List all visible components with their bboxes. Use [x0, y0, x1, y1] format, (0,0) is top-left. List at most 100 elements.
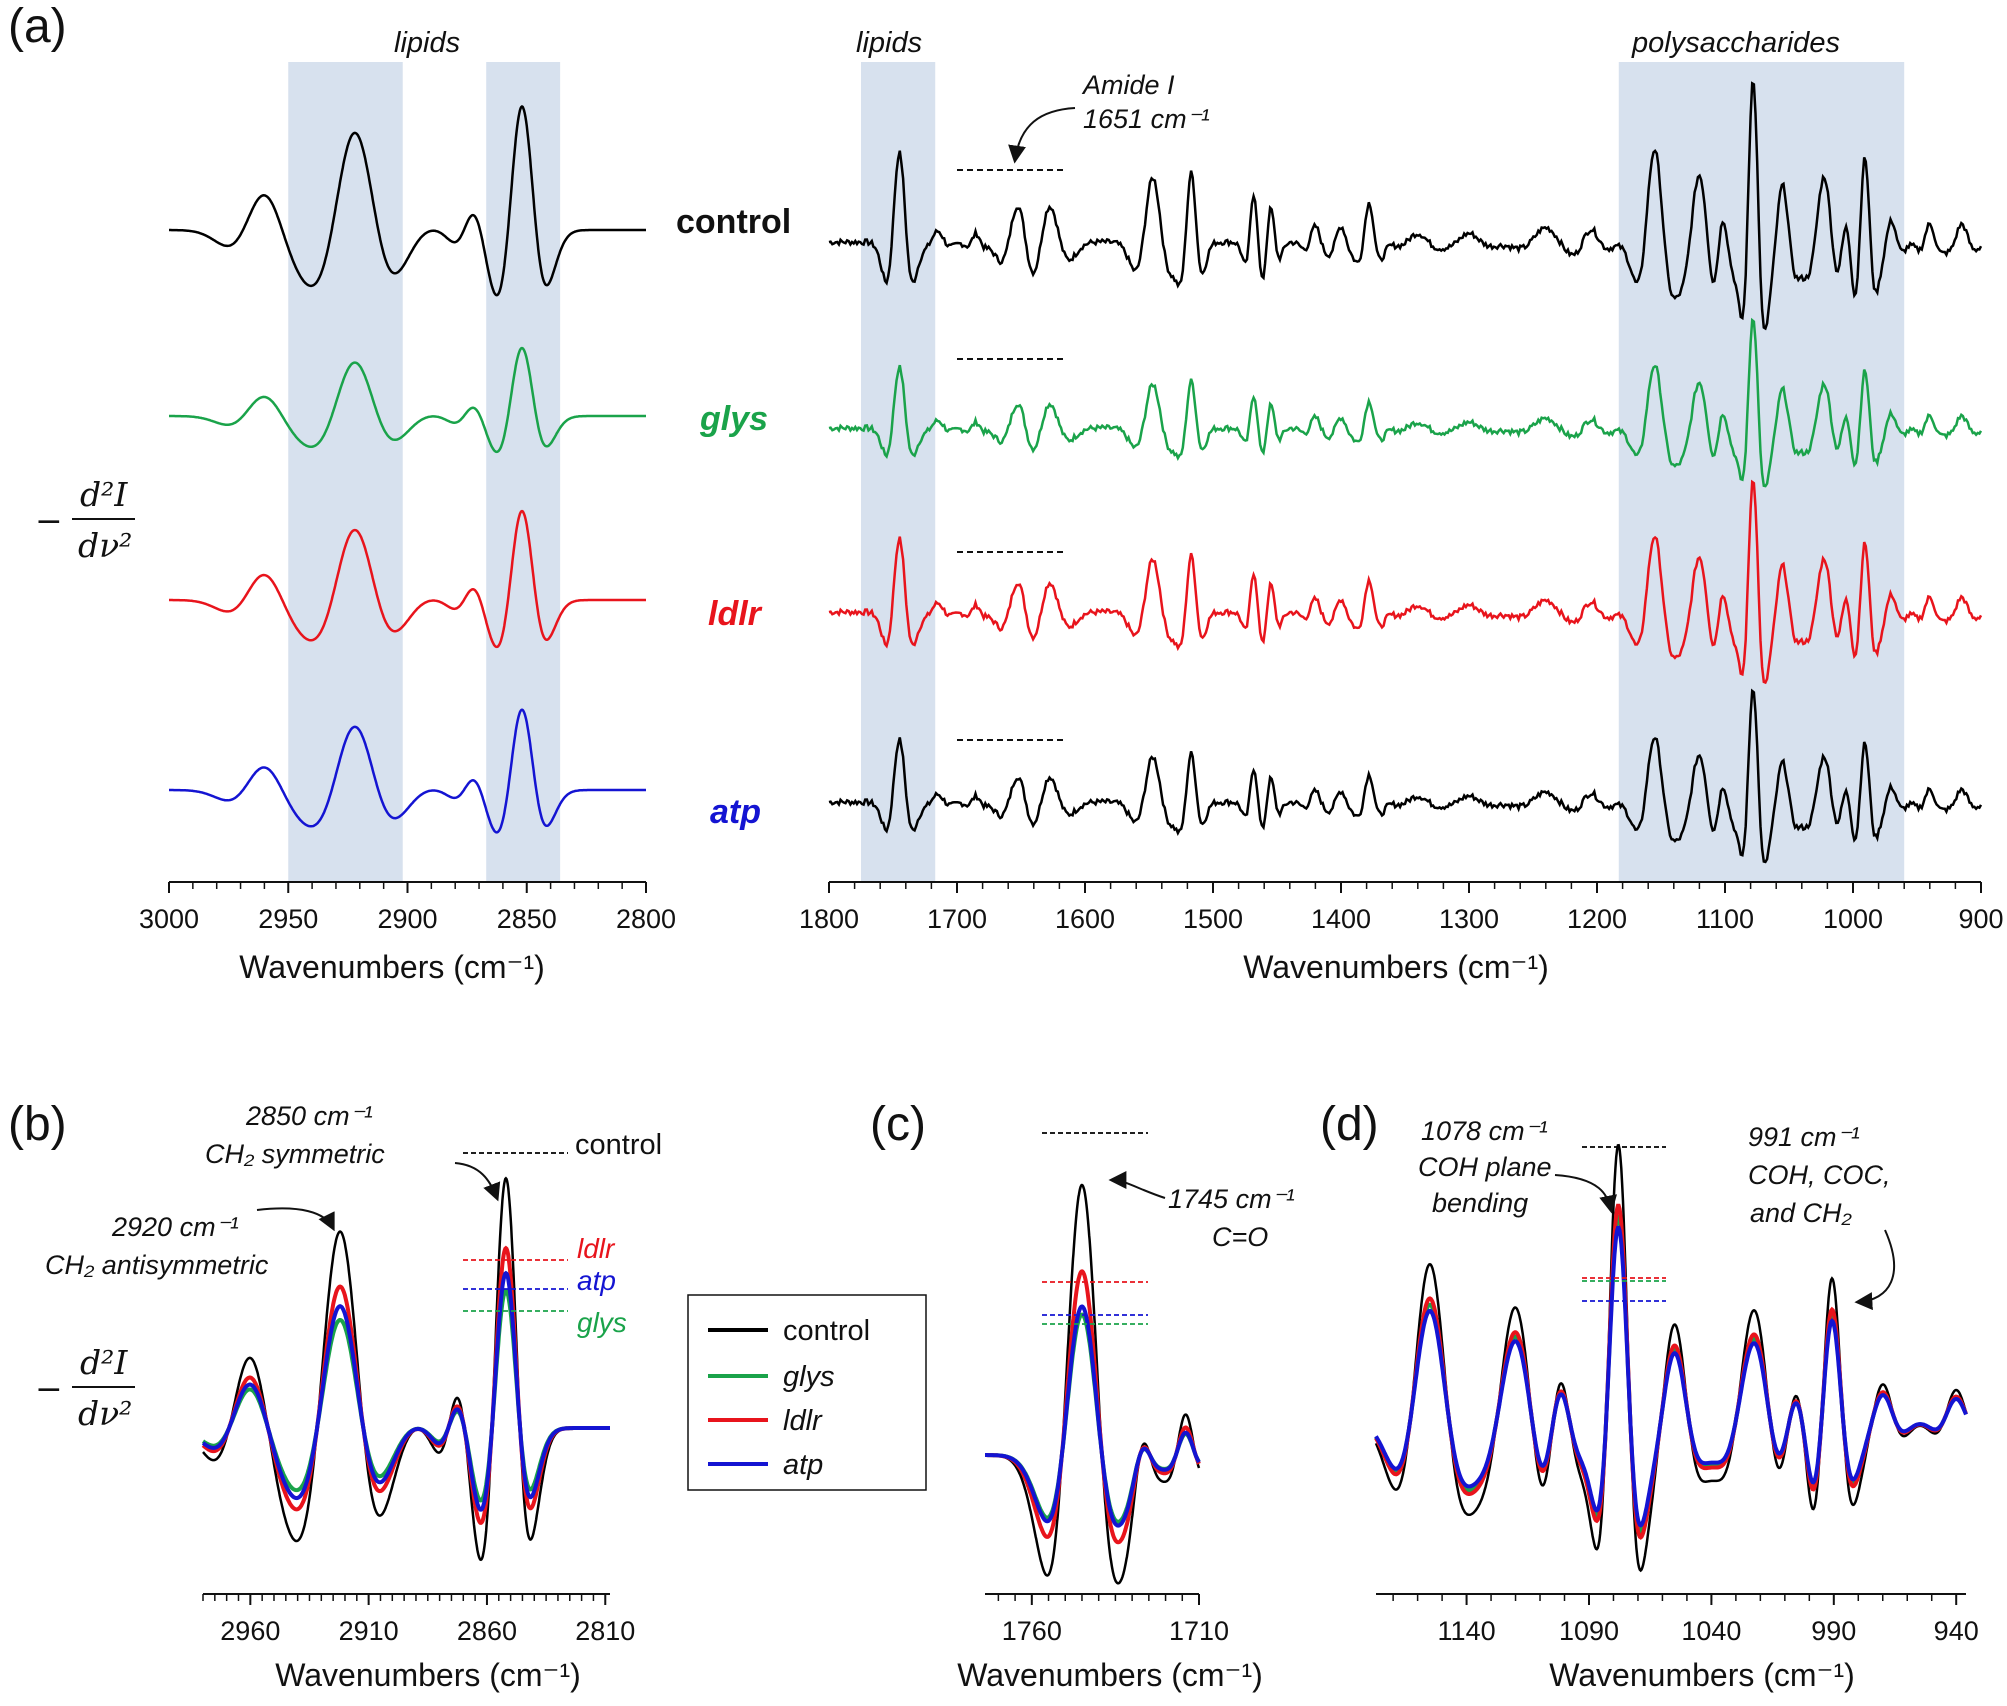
a-left-line-ldlr: [169, 509, 646, 649]
c-spectra: [985, 1183, 1201, 1585]
a-right-line-control: [828, 81, 1983, 331]
b-ann-2850-line1: 2850 cm⁻¹: [245, 1101, 373, 1131]
a-left-x-axis: 3000 2950 2900 2850 2800: [139, 881, 676, 934]
x-tick-label: 900: [1958, 904, 2003, 934]
b-level-label-atp: atp: [577, 1265, 616, 1296]
b-ann-2920-line2: CH₂ antisymmetric: [45, 1250, 269, 1280]
c-x-axis-label: Wavenumbers (cm⁻¹): [957, 1657, 1263, 1693]
d-ann-991-line2: COH, COC,: [1748, 1160, 1891, 1190]
a-right-spectra: [828, 81, 1983, 864]
b-x-axis: 2960 2910 2860 2810: [202, 1593, 635, 1646]
a-left-line-atp: [169, 708, 646, 834]
legend: control glys ldlr atp: [687, 1294, 927, 1491]
x-tick-label: 1040: [1681, 1616, 1741, 1646]
a-left-line-control: [169, 105, 646, 297]
x-tick-label: 1800: [799, 904, 859, 934]
a-right-x-axis: 1800 1700 1600 1500 1400 1300 1200 1100 1000 900: [799, 881, 2004, 934]
d-peak-level-lines: [1582, 1146, 1666, 1302]
d-arrow-1078: [1554, 1174, 1617, 1214]
d-x-axis: 1140 1090 1040 990 940: [1376, 1593, 1979, 1646]
x-tick-label: 1600: [1055, 904, 1115, 934]
b-level-label-glys: glys: [577, 1307, 627, 1338]
c-arrow-1745: [1108, 1171, 1166, 1199]
amide-label-line2: 1651 cm⁻¹: [1083, 104, 1210, 134]
legend-item-ldlr: ldlr: [708, 1405, 823, 1437]
x-tick-label: 3000: [139, 904, 199, 934]
svg-text:−: −: [35, 1369, 63, 1408]
x-tick-label: 2810: [575, 1616, 635, 1646]
legend-item-atp: atp: [708, 1449, 823, 1481]
c-line-atp: [985, 1304, 1201, 1528]
x-tick-label: 2850: [497, 904, 557, 934]
b-line-atp: [201, 1270, 610, 1512]
sample-name-atp: atp: [710, 793, 761, 831]
d-line-atp: [1374, 1225, 1968, 1528]
y-axis-label-b: − d²I dν²: [35, 1343, 135, 1433]
d-spectra: [1374, 1143, 1968, 1573]
c-line-ldlr: [985, 1269, 1201, 1545]
b-peak-level-lines: [463, 1152, 568, 1312]
d-arrow-991: [1854, 1229, 1895, 1311]
x-tick-label: 940: [1934, 1616, 1979, 1646]
band-label-polysaccharides: polysaccharides: [1631, 27, 1840, 59]
x-tick-label: 1700: [927, 904, 987, 934]
legend-item-glys: glys: [708, 1361, 835, 1393]
d-ann-1078-line2: COH plane: [1418, 1152, 1552, 1182]
amide-label-line1: Amide I: [1081, 70, 1175, 100]
x-tick-label: 1300: [1439, 904, 1499, 934]
b-spectra: [201, 1176, 610, 1562]
svg-text:−: −: [35, 501, 63, 540]
a-left-line-glys: [169, 346, 646, 454]
sample-name-control: control: [676, 203, 791, 241]
b-line-ldlr: [201, 1245, 610, 1525]
band-label-lipids-left: lipids: [394, 27, 460, 59]
x-tick-label: 1760: [1002, 1616, 1062, 1646]
x-tick-label: 1500: [1183, 904, 1243, 934]
b-ann-2920-line1: 2920 cm⁻¹: [111, 1212, 239, 1242]
panel-label-a: (a): [8, 0, 67, 53]
highlight-band: [288, 62, 403, 882]
c-peak-level-lines: [1042, 1132, 1148, 1325]
svg-text:glys: glys: [783, 1361, 835, 1393]
svg-text:d²I: d²I: [80, 1343, 128, 1382]
sample-name-ldlr: ldlr: [708, 595, 763, 633]
x-tick-label: 2800: [616, 904, 676, 934]
b-arrow-2920: [256, 1207, 335, 1232]
svg-text:dν²: dν²: [78, 1394, 132, 1433]
svg-text:ldlr: ldlr: [783, 1405, 823, 1437]
x-tick-label: 1090: [1559, 1616, 1619, 1646]
svg-text:dν²: dν²: [78, 526, 132, 565]
b-line-control: [202, 1176, 610, 1562]
svg-text:d²I: d²I: [80, 475, 128, 514]
a-left-spectra: [169, 105, 646, 834]
a-right-line-glys: [828, 317, 1983, 488]
x-tick-label: 2950: [258, 904, 318, 934]
a-left-highlight-bands: [288, 62, 561, 882]
x-tick-label: 1200: [1567, 904, 1627, 934]
svg-text:atp: atp: [783, 1449, 823, 1481]
d-ann-991-line1: 991 cm⁻¹: [1748, 1122, 1860, 1152]
x-tick-label: 990: [1811, 1616, 1856, 1646]
b-line-glys: [201, 1288, 610, 1503]
a-left-x-axis-label: Wavenumbers (cm⁻¹): [239, 949, 545, 985]
panel-label-c: (c): [870, 1098, 926, 1151]
x-tick-label: 2910: [339, 1616, 399, 1646]
b-level-label-control: control: [575, 1129, 662, 1161]
d-ann-1078-line1: 1078 cm⁻¹: [1421, 1116, 1548, 1146]
legend-item-control: control: [708, 1315, 870, 1347]
c-x-axis: 1760 1710: [985, 1593, 1229, 1646]
highlight-band: [486, 62, 561, 882]
band-label-lipids-right: lipids: [856, 27, 922, 59]
highlight-band: [861, 62, 936, 882]
x-tick-label: 1400: [1311, 904, 1371, 934]
x-tick-label: 1710: [1169, 1616, 1229, 1646]
b-x-axis-label: Wavenumbers (cm⁻¹): [275, 1657, 581, 1693]
b-ann-2850-line2: CH₂ symmetric: [205, 1139, 385, 1169]
panel-label-b: (b): [8, 1098, 67, 1151]
y-axis-label-a: − d²I dν²: [35, 475, 135, 565]
b-arrow-2850: [454, 1162, 501, 1202]
x-tick-label: 2960: [220, 1616, 280, 1646]
d-ann-1078-line3: bending: [1432, 1188, 1528, 1218]
a-right-line-ldlr: [828, 479, 1983, 685]
